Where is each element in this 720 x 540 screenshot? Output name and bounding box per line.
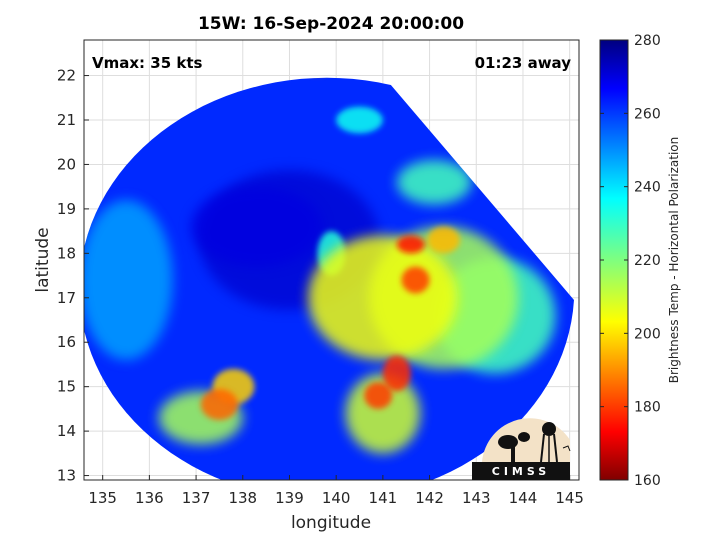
convection-feature bbox=[200, 388, 239, 421]
y-tick-label: 14 bbox=[57, 422, 76, 440]
y-axis: 13 14 15 16 17 18 19 20 21 22 bbox=[57, 67, 89, 485]
y-tick-label: 19 bbox=[57, 200, 76, 218]
colorbar-tick-label: 160 bbox=[634, 473, 661, 489]
x-tick-label: 145 bbox=[555, 489, 584, 507]
y-tick-label: 17 bbox=[57, 289, 76, 307]
x-tick-label: 138 bbox=[228, 489, 257, 507]
y-tick-label: 18 bbox=[57, 244, 76, 262]
logo-band bbox=[472, 462, 570, 480]
x-tick-label: 139 bbox=[275, 489, 304, 507]
x-tick-label: 136 bbox=[135, 489, 164, 507]
convection-feature bbox=[191, 186, 323, 267]
colorbar-tick-label: 280 bbox=[634, 33, 661, 49]
vmax-annotation: Vmax: 35 kts bbox=[92, 54, 202, 72]
convection-feature bbox=[364, 382, 393, 409]
convection-feature bbox=[345, 373, 421, 454]
y-tick-label: 20 bbox=[57, 155, 76, 173]
chart-title: 15W: 16-Sep-2024 20:00:00 bbox=[198, 14, 464, 34]
colorbar-tick-label: 200 bbox=[634, 326, 661, 342]
away-annotation: 01:23 away bbox=[475, 54, 572, 72]
convection-feature bbox=[396, 160, 472, 205]
convection-feature bbox=[308, 235, 458, 360]
x-tick-label: 137 bbox=[182, 489, 211, 507]
convection-feature bbox=[401, 266, 430, 294]
colorbar-tick-label: 180 bbox=[634, 400, 661, 416]
dish-icon bbox=[498, 435, 518, 449]
x-tick-label: 142 bbox=[415, 489, 444, 507]
colorbar-tick-label: 240 bbox=[634, 180, 661, 196]
y-axis-label: latitude bbox=[33, 227, 53, 292]
x-tick-label: 135 bbox=[88, 489, 117, 507]
y-tick-label: 16 bbox=[57, 333, 76, 351]
colorbar-tick-label: 220 bbox=[634, 253, 661, 269]
cimss-logo: CIMSS bbox=[472, 418, 571, 480]
water-tower-icon bbox=[542, 422, 556, 436]
x-axis: 135 136 137 138 139 140 141 142 143 144 145 bbox=[88, 475, 584, 507]
logo-mast bbox=[511, 446, 515, 462]
colorbar bbox=[599, 39, 629, 481]
convection-feature bbox=[427, 226, 460, 254]
dish-icon bbox=[518, 432, 530, 442]
convection-feature bbox=[84, 200, 173, 360]
x-tick-label: 143 bbox=[462, 489, 491, 507]
colorbar-label: Brightness Temp - Horizontal Polarizatio… bbox=[667, 137, 681, 384]
x-tick-label: 141 bbox=[369, 489, 398, 507]
convection-feature bbox=[336, 106, 383, 134]
y-tick-label: 21 bbox=[57, 111, 76, 129]
logo-text: CIMSS bbox=[492, 465, 550, 478]
y-tick-label: 22 bbox=[57, 67, 76, 85]
y-tick-label: 15 bbox=[57, 378, 76, 396]
y-tick-label: 13 bbox=[57, 467, 76, 485]
colorbar-ticks: 160 180 200 220 240 260 280 bbox=[600, 33, 661, 489]
x-tick-label: 140 bbox=[322, 489, 351, 507]
convection-feature bbox=[382, 355, 411, 392]
x-tick-label: 144 bbox=[509, 489, 538, 507]
convection-feature bbox=[396, 235, 425, 254]
colorbar-tick-label: 260 bbox=[634, 106, 661, 122]
x-axis-label: longitude bbox=[291, 513, 371, 533]
axes-frame bbox=[83, 39, 580, 481]
